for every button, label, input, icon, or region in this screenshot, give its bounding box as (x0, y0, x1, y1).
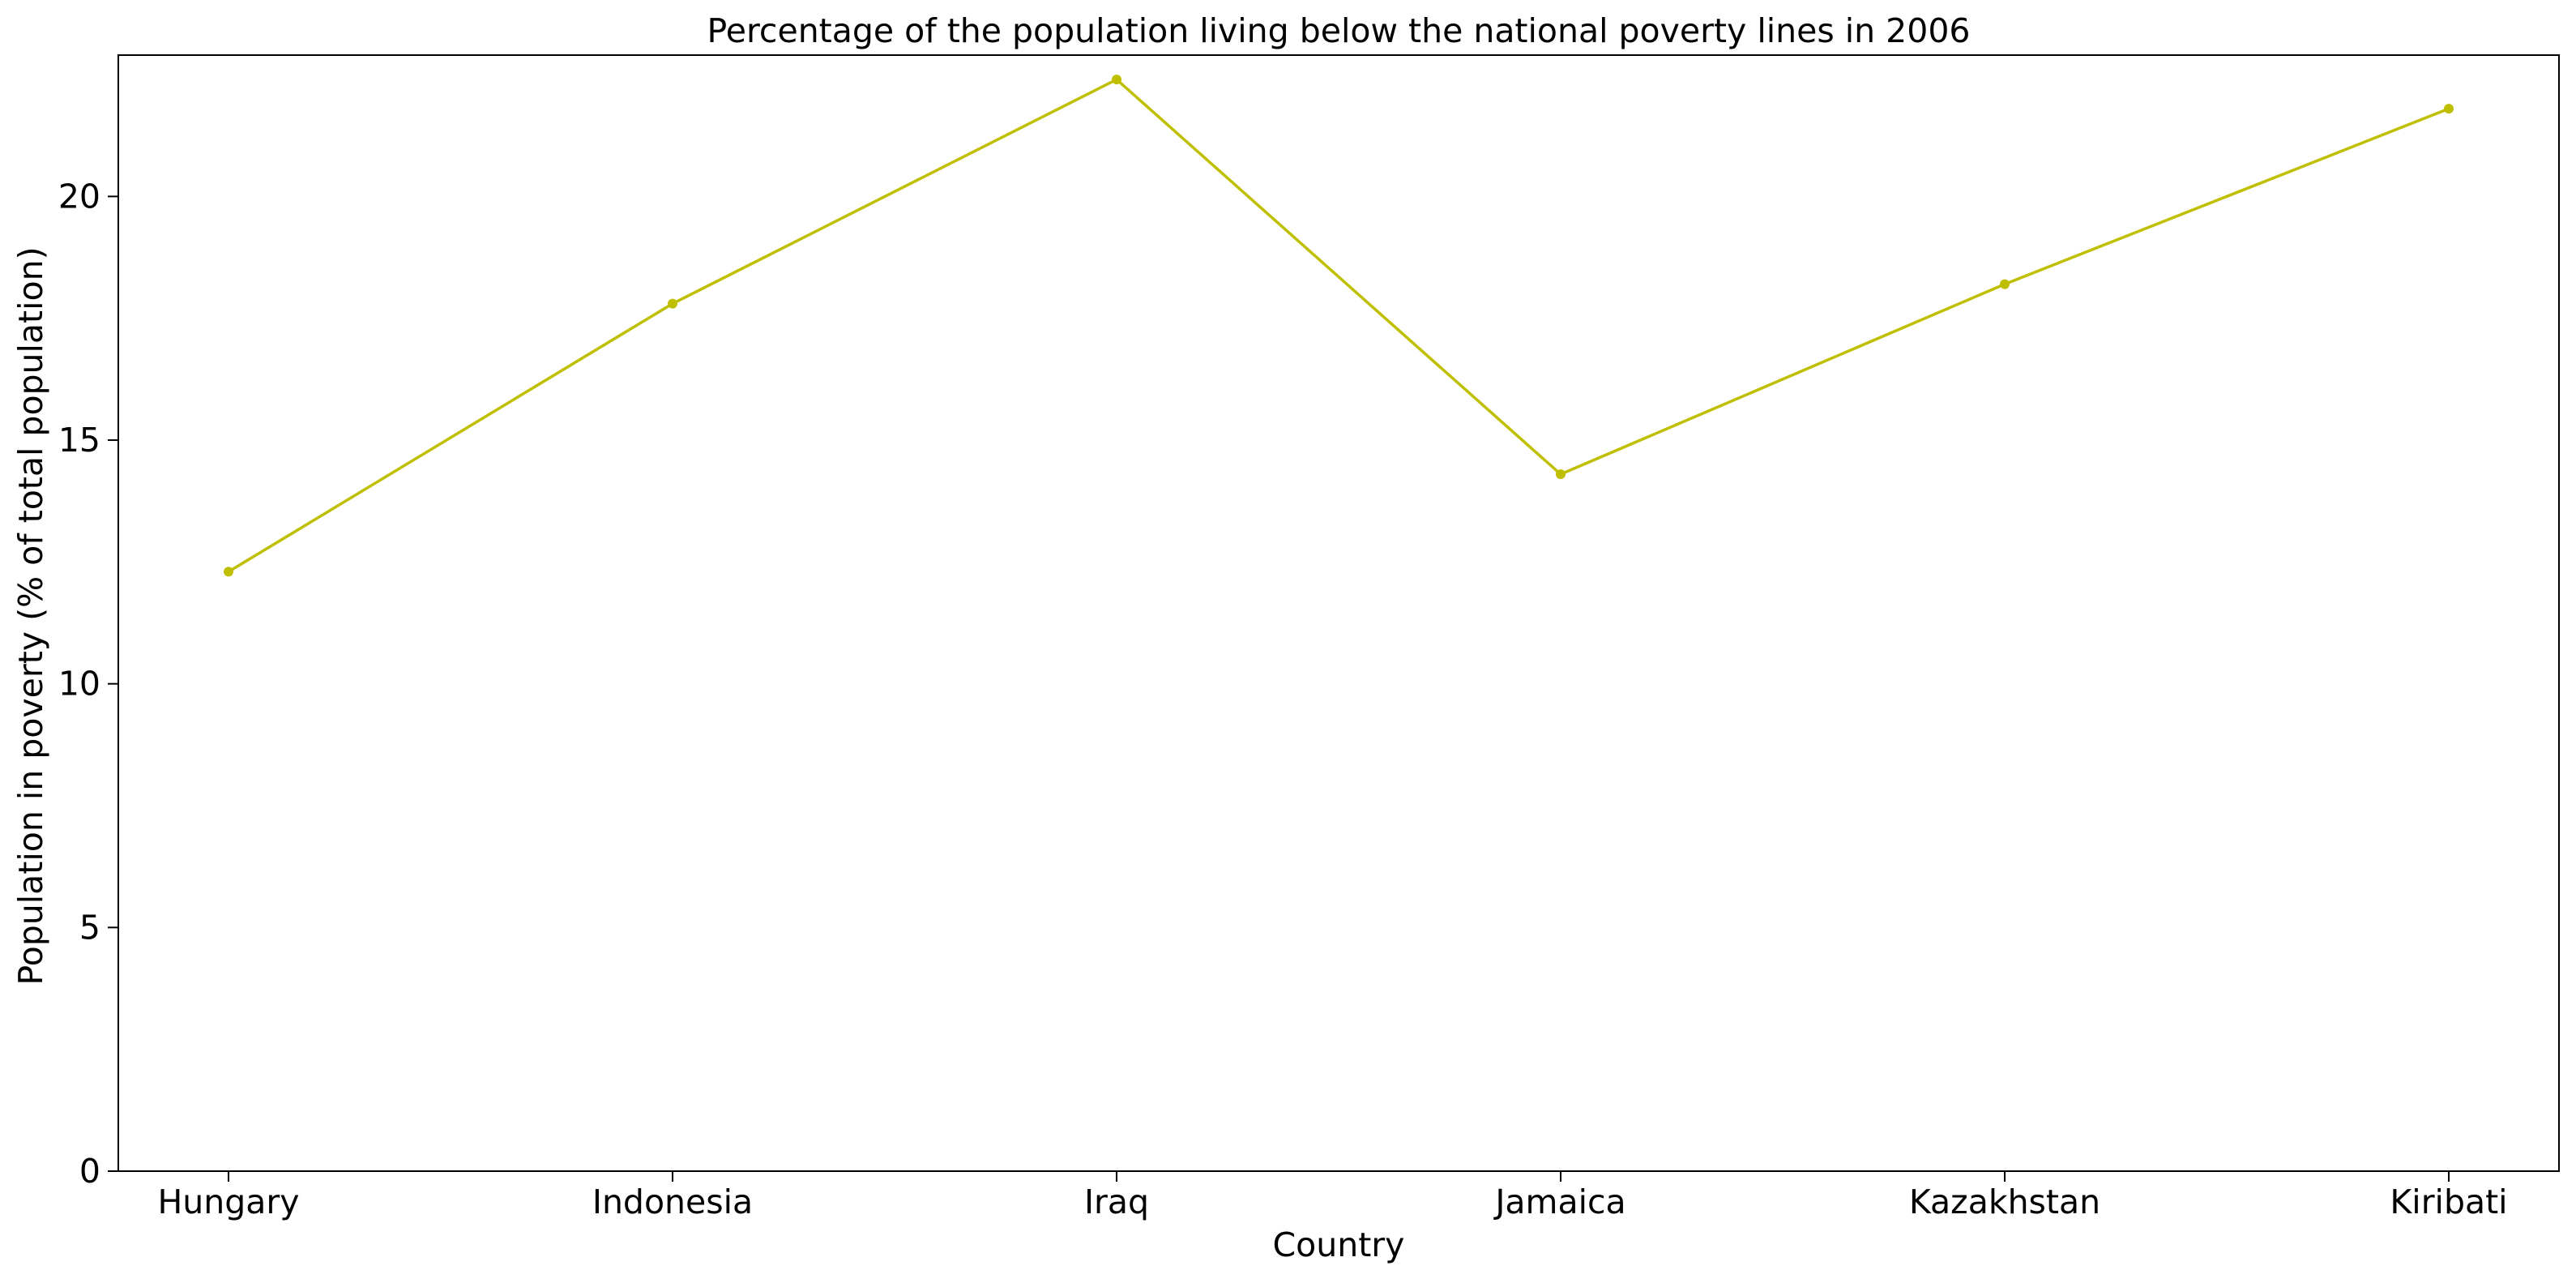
y-tick-label: 15 (58, 421, 100, 460)
data-point (2444, 104, 2454, 114)
x-tick-label: Kiribati (2390, 1182, 2507, 1221)
plot-area: 0 5 10 15 20 Hungary Indonesia Iraq Jamaica Kazak… (58, 54, 2560, 1221)
y-tick-label: 5 (79, 908, 100, 947)
chart-title: Percentage of the population living belo… (707, 11, 1970, 50)
x-tick-label: Jamaica (1493, 1182, 1625, 1221)
x-tick-label: Kazakhstan (1909, 1182, 2100, 1221)
data-point (668, 298, 677, 309)
data-point (224, 567, 233, 577)
y-tick-label: 0 (79, 1152, 100, 1191)
data-point (1556, 469, 1566, 480)
x-axis-label: Country (1273, 1225, 1405, 1264)
y-tick-label: 10 (58, 665, 100, 704)
series-line (228, 78, 2450, 573)
plot-frame (117, 54, 2560, 1172)
x-tick-label: Hungary (157, 1182, 299, 1221)
x-tick-label: Indonesia (592, 1182, 753, 1221)
data-point (1112, 75, 1121, 85)
y-axis-label: Population in poverty (% of total popula… (11, 246, 50, 985)
data-point (2000, 279, 2010, 289)
y-tick-label: 20 (58, 177, 100, 216)
x-tick-label: Iraq (1084, 1182, 1149, 1221)
